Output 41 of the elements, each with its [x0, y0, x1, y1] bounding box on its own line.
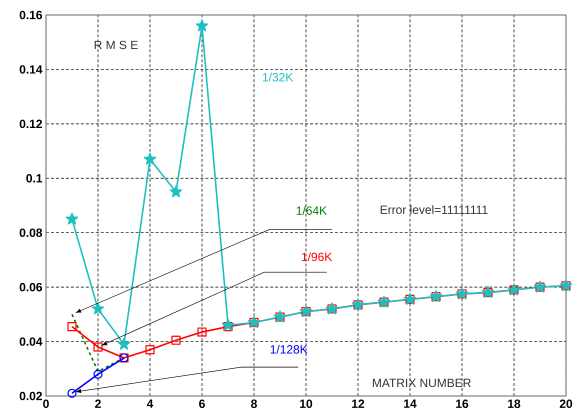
- point: [67, 388, 77, 398]
- x-tick-label: 12: [352, 400, 364, 408]
- y-tick-label: 0.16: [20, 10, 42, 20]
- point: [118, 338, 130, 350]
- x-tick-label: 2: [95, 400, 101, 408]
- x-tick-label: 4: [146, 400, 154, 408]
- x-tick-label: 14: [404, 400, 417, 408]
- point: [67, 322, 77, 332]
- x-tick-label: 8: [251, 400, 257, 408]
- point: [144, 152, 156, 165]
- point: [92, 302, 104, 314]
- text: 1/96K: [302, 252, 332, 262]
- point: [197, 327, 207, 337]
- text: 1/32K: [262, 72, 294, 82]
- x-tick-label: 18: [508, 400, 520, 408]
- point: [222, 318, 234, 331]
- point: [223, 322, 233, 332]
- x-axis-title: MATRIX NUMBER: [372, 378, 471, 388]
- point: [171, 336, 181, 345]
- y-tick-label: 0.04: [20, 337, 42, 346]
- point: [170, 185, 182, 198]
- text: 1/64K: [296, 206, 327, 215]
- x-tick-label: 10: [300, 400, 312, 408]
- point: [66, 212, 78, 225]
- y-tick-label: 0.06: [20, 282, 42, 292]
- point: [145, 345, 155, 354]
- annotation: Error level=11111111: [380, 205, 488, 214]
- text: 1/128K: [270, 344, 308, 354]
- y-axis-title: R M S E: [94, 40, 138, 50]
- y-tick-label: 0.12: [20, 120, 42, 128]
- point: [93, 370, 103, 379]
- point: [93, 342, 103, 352]
- y-tick-label: 0.02: [20, 392, 42, 400]
- x-tick-label: 0: [43, 400, 49, 408]
- x-tick-label: 6: [199, 400, 205, 408]
- point: [196, 19, 208, 32]
- y-tick-label: 0.08: [20, 228, 42, 237]
- x-tick-label: 20: [560, 400, 572, 408]
- x-tick-label: 16: [456, 400, 468, 408]
- y-tick-label: 0.14: [20, 65, 42, 74]
- y-tick-label: 0.1: [26, 174, 42, 183]
